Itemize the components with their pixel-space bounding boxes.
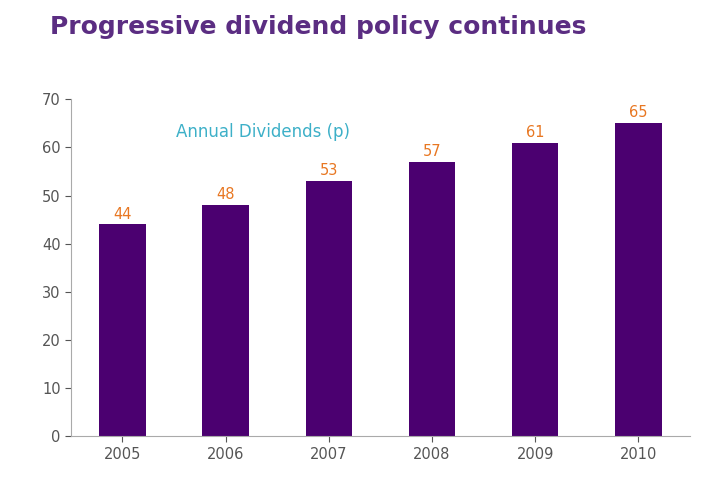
- Text: 44: 44: [113, 207, 132, 222]
- Text: 65: 65: [629, 106, 648, 121]
- Text: 61: 61: [526, 124, 545, 140]
- Text: Annual Dividends (p): Annual Dividends (p): [176, 123, 351, 141]
- Bar: [100, 225, 146, 436]
- Bar: [409, 162, 455, 436]
- Text: 53: 53: [320, 163, 338, 178]
- Bar: [615, 124, 661, 436]
- Text: 48: 48: [216, 187, 235, 202]
- Bar: [203, 205, 249, 436]
- Text: 57: 57: [422, 144, 442, 159]
- Bar: [512, 142, 558, 436]
- Bar: [306, 181, 352, 436]
- Text: Progressive dividend policy continues: Progressive dividend policy continues: [50, 15, 586, 39]
